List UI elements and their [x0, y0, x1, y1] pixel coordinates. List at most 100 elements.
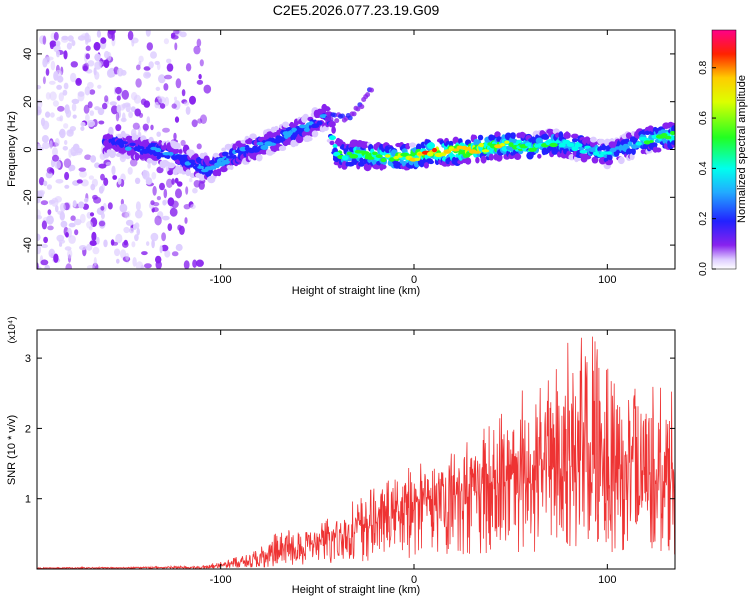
- noise-blob: [123, 239, 128, 246]
- ridge-core: [528, 147, 537, 152]
- ridge-blob: [247, 137, 253, 145]
- noise-blob: [136, 227, 140, 236]
- noise-blob: [54, 138, 60, 147]
- ridge-core: [328, 135, 336, 141]
- ridge-blob: [324, 106, 330, 112]
- noise-blob: [196, 38, 202, 47]
- noise-blob: [80, 121, 86, 127]
- snr-x-tick-label: -100: [210, 574, 232, 586]
- ridge-blob: [198, 174, 206, 181]
- colorbar-tick-label: 0.8: [698, 60, 709, 74]
- noise-blob: [94, 61, 102, 70]
- noise-blob: [44, 264, 50, 269]
- noise-blob: [77, 91, 85, 102]
- noise-blob: [45, 111, 51, 118]
- noise-blob: [41, 244, 48, 248]
- colorbar: 0.0 0.2 0.4 0.6 0.8 Normalized spectral ampl…: [698, 29, 748, 276]
- noise-blob: [65, 109, 72, 118]
- noise-blob: [59, 211, 65, 221]
- noise-blob: [140, 264, 145, 269]
- noise-blob: [58, 92, 64, 102]
- ridge-blob: [221, 147, 227, 152]
- noise-blob: [156, 131, 161, 137]
- noise-blob: [65, 232, 69, 238]
- noise-blob: [191, 119, 198, 128]
- spectrogram-panel: -100 0 100 -40 -20 0 20 40 Height of straight …: [6, 29, 676, 297]
- noise-blob: [85, 113, 90, 122]
- snr-x-label: Height of straight line (km): [292, 584, 420, 596]
- noise-blob: [167, 170, 174, 176]
- noise-blob: [40, 200, 49, 206]
- noise-blob: [125, 219, 134, 226]
- spectrogram-y-ticks: -40 -20 0 20 40: [22, 48, 675, 253]
- ridge-core: [372, 151, 378, 156]
- noise-blob: [134, 108, 141, 117]
- noise-blob: [41, 220, 48, 230]
- noise-blob: [38, 190, 45, 198]
- noise-blob: [120, 69, 127, 76]
- noise-blob: [55, 40, 61, 47]
- noise-blob: [50, 60, 56, 71]
- ridge-core: [346, 151, 352, 156]
- noise-blob: [62, 146, 68, 151]
- noise-blob: [72, 114, 77, 119]
- ridge-blob: [510, 132, 516, 139]
- ridge-core: [588, 147, 596, 153]
- snr-y-ticks: 1 2 3: [25, 353, 675, 506]
- ridge-core: [366, 156, 375, 160]
- spectrogram-y-tick-label: -20: [22, 189, 34, 205]
- noise-blob: [57, 105, 65, 112]
- noise-blob: [158, 74, 166, 84]
- ridge-core: [575, 143, 583, 148]
- noise-blob: [54, 160, 61, 169]
- ridge-core: [648, 140, 654, 143]
- noise-blob: [183, 260, 190, 269]
- noise-blob: [120, 249, 127, 259]
- ridge-blob: [607, 158, 614, 165]
- noise-blob: [44, 56, 51, 65]
- noise-blob: [103, 59, 110, 68]
- noise-blob: [76, 179, 83, 184]
- noise-blob: [171, 251, 179, 257]
- noise-blob: [87, 60, 95, 67]
- noise-blob: [79, 213, 86, 224]
- noise-blob: [174, 42, 178, 51]
- branch-blob: [359, 104, 365, 110]
- noise-blob: [166, 58, 172, 64]
- noise-blob: [129, 158, 138, 167]
- noise-blob: [40, 259, 49, 266]
- ridge-core: [256, 141, 264, 146]
- noise-blob: [82, 65, 89, 72]
- noise-blob: [46, 167, 54, 174]
- noise-blob: [65, 263, 72, 269]
- noise-blob: [131, 241, 136, 248]
- noise-blob: [45, 92, 51, 100]
- noise-blob: [47, 225, 54, 231]
- ridge-blob: [332, 144, 338, 149]
- ridge-blob: [477, 134, 484, 141]
- noise-blob: [37, 106, 42, 116]
- snr-y-scale-label: (x10⁴): [7, 316, 18, 343]
- noise-blob: [84, 32, 90, 42]
- noise-blob: [175, 78, 182, 89]
- noise-blob: [52, 100, 59, 107]
- noise-blob: [183, 204, 191, 210]
- ridge-blob: [671, 140, 675, 145]
- noise-blob: [42, 76, 46, 85]
- noise-blob: [84, 86, 91, 96]
- ridge-core: [299, 124, 307, 129]
- noise-blob: [193, 180, 201, 188]
- noise-blob: [78, 201, 85, 209]
- noise-blob: [89, 110, 95, 116]
- ridge-blob: [428, 160, 434, 165]
- ridge-blob: [249, 133, 257, 140]
- spectrogram-x-tick-label: 100: [598, 274, 616, 286]
- noise-blob: [41, 135, 49, 143]
- ridge-blob: [495, 153, 503, 162]
- noise-blob: [107, 202, 113, 210]
- noise-blob: [71, 98, 80, 104]
- figure-title: C2E5.2026.077.23.19.G09: [273, 2, 440, 18]
- ridge-blob: [597, 138, 606, 144]
- noise-blob: [78, 167, 87, 172]
- noise-blob: [162, 127, 170, 133]
